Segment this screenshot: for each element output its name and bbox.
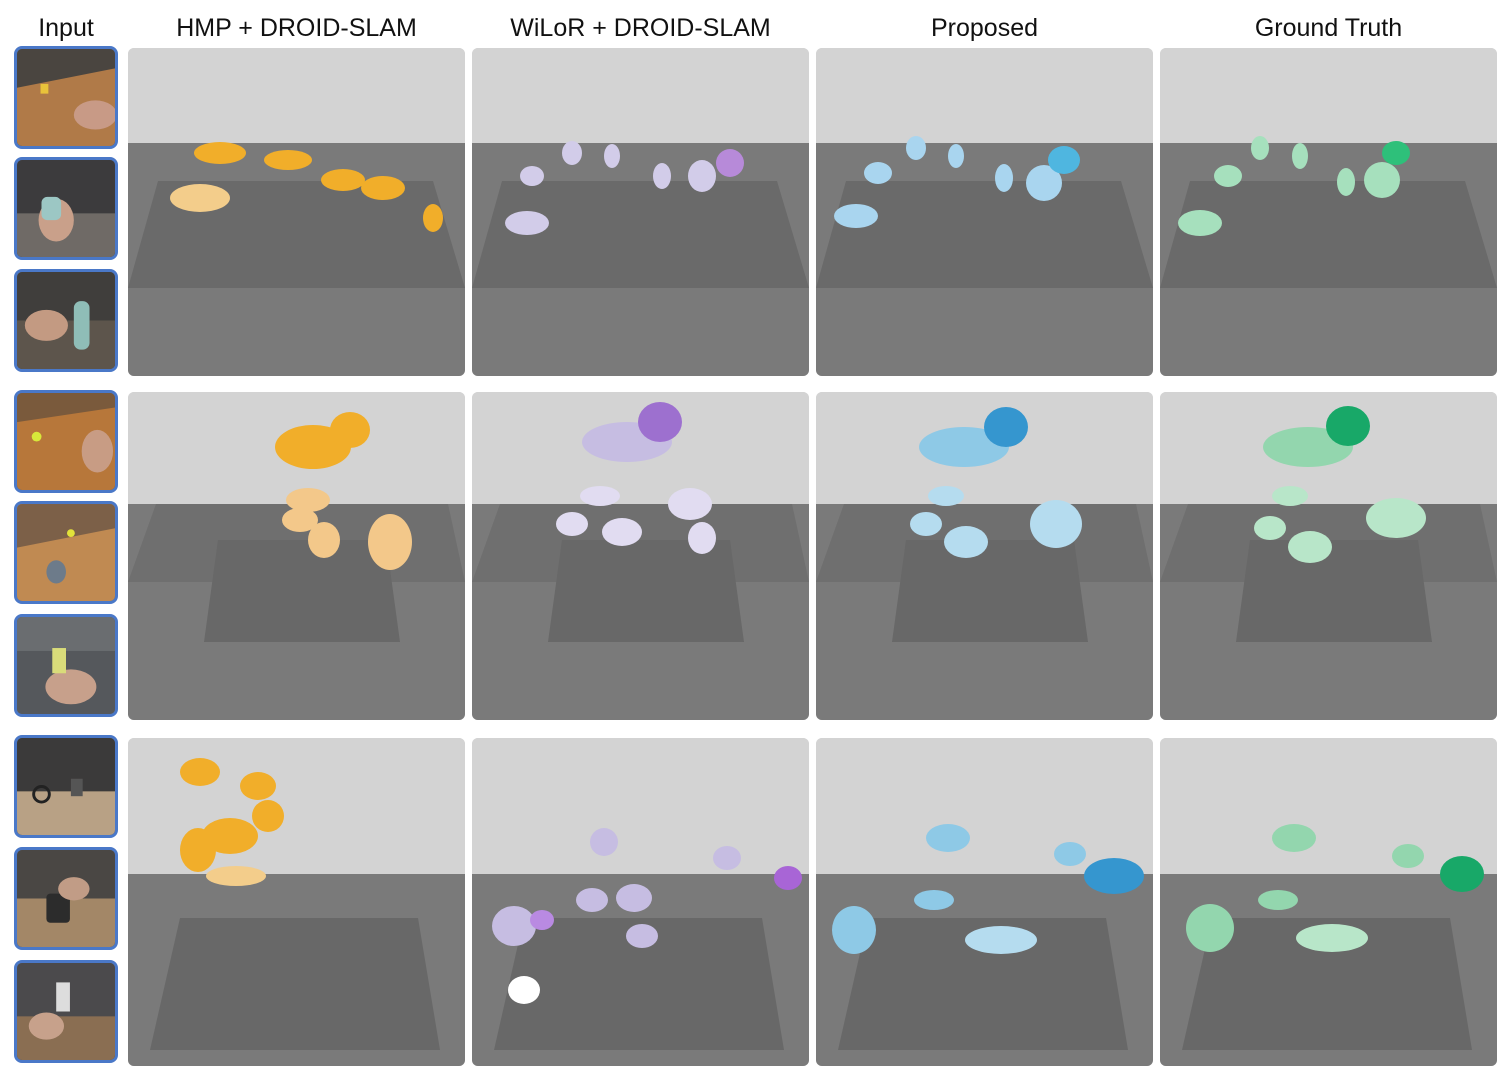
- render-panel-row1-hmp: [128, 48, 465, 376]
- input-frame: [14, 847, 118, 950]
- render-panel-row1-proposed: [816, 48, 1153, 376]
- input-frame: [14, 46, 118, 149]
- render-panel-row1-ground-truth: [1160, 48, 1497, 376]
- render-panel-row3-wilor: [472, 738, 809, 1066]
- render-panel-row1-wilor: [472, 48, 809, 376]
- header-hmp-droid-slam: HMP + DROID-SLAM: [176, 14, 417, 42]
- input-frame: [14, 157, 118, 260]
- render-panel-row2-ground-truth: [1160, 392, 1497, 720]
- render-panel-row3-proposed: [816, 738, 1153, 1066]
- input-frame: [14, 960, 118, 1063]
- render-panel-row2-hmp: [128, 392, 465, 720]
- render-panel-row3-ground-truth: [1160, 738, 1497, 1066]
- input-frame: [14, 501, 118, 604]
- header-proposed: Proposed: [930, 14, 1039, 42]
- input-frame: [14, 735, 118, 838]
- header-wilor-droid-slam: WiLoR + DROID-SLAM: [510, 14, 771, 42]
- header-ground-truth: Ground Truth: [1254, 14, 1403, 42]
- input-frame: [14, 390, 118, 493]
- input-frame: [14, 269, 118, 372]
- render-panel-row3-hmp: [128, 738, 465, 1066]
- render-panel-row2-wilor: [472, 392, 809, 720]
- header-input: Input: [38, 14, 94, 42]
- render-panel-row2-proposed: [816, 392, 1153, 720]
- input-frame: [14, 614, 118, 717]
